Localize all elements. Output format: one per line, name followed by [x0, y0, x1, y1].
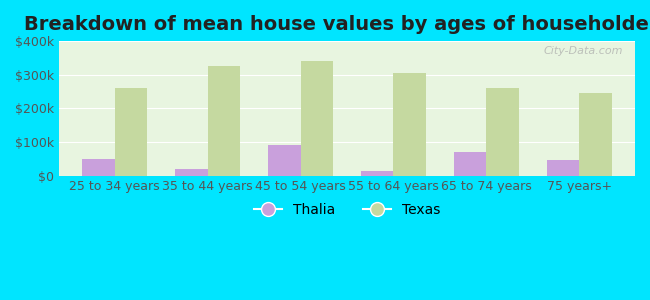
Bar — [175, 169, 207, 175]
Bar — [454, 152, 486, 175]
Bar — [300, 61, 333, 176]
Bar — [579, 93, 612, 176]
Bar — [82, 159, 115, 176]
Bar — [207, 66, 240, 176]
Text: City-Data.com: City-Data.com — [544, 46, 623, 56]
Bar — [115, 88, 148, 176]
Bar — [361, 170, 393, 175]
Bar — [268, 145, 300, 175]
Legend: Thalia, Texas: Thalia, Texas — [248, 197, 446, 222]
Bar — [393, 73, 426, 176]
Bar — [486, 88, 519, 176]
Bar — [547, 160, 579, 175]
Title: Breakdown of mean house values by ages of householders: Breakdown of mean house values by ages o… — [24, 15, 650, 34]
